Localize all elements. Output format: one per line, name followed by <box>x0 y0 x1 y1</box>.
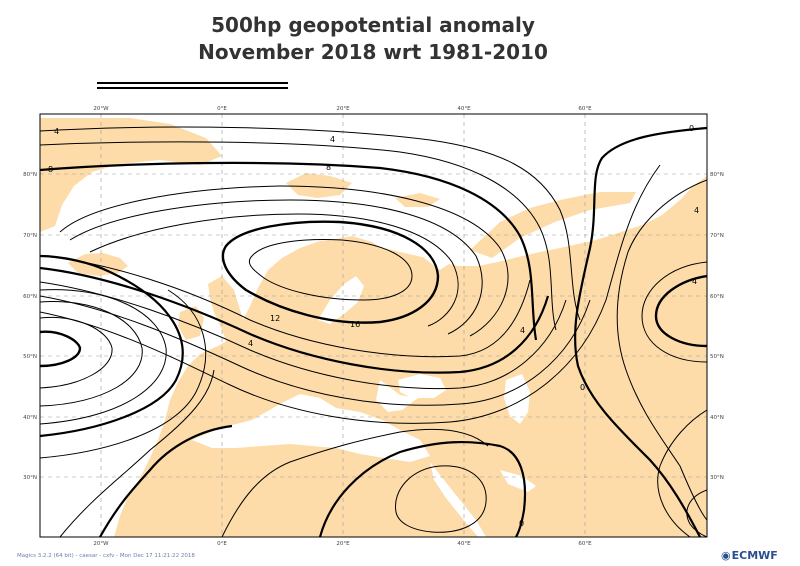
chart-title-line2: November 2018 wrt 1981-2010 <box>198 40 548 64</box>
lon-label: 20°E <box>336 106 350 112</box>
lat-label: 40°N <box>23 415 37 421</box>
contour-label: 4 <box>248 339 253 348</box>
footer-credit: Magics 3.2.2 (64 bit) - caesar - cxfv - … <box>17 553 195 559</box>
lon-labels-top: 20°W 0°E 20°E 40°E 60°E <box>93 106 592 112</box>
contour-line <box>40 316 113 389</box>
contour-line <box>616 179 707 521</box>
contour-label: 4 <box>692 277 697 286</box>
contour-label: 0 <box>689 124 694 133</box>
contour-line <box>686 489 707 537</box>
contour-line <box>641 261 707 363</box>
contour-line <box>59 185 509 337</box>
contour-line <box>40 255 531 358</box>
contour-line <box>89 213 459 327</box>
land-masses <box>40 118 707 537</box>
ecmwf-logo-icon: ◉ <box>721 549 731 562</box>
contour-label: 8 <box>326 163 331 172</box>
contour-line <box>40 289 207 459</box>
lat-label: 80°N <box>710 172 724 178</box>
chart-title-line1: 500hp geopotential anomaly <box>211 13 535 37</box>
lon-label: 20°E <box>336 541 350 547</box>
lat-label: 50°N <box>23 354 37 360</box>
contour-line <box>40 164 661 424</box>
sea-caspian <box>504 374 530 424</box>
land-scandinavia <box>262 236 400 322</box>
sea-baltic <box>318 276 364 324</box>
land-great-britain <box>208 276 250 352</box>
sea-mediterranean <box>192 394 430 462</box>
sea-cutouts <box>192 252 536 537</box>
land-iceland <box>68 253 128 276</box>
contour-line <box>657 409 707 537</box>
lon-label: 40°E <box>457 541 471 547</box>
sea-persian-gulf <box>500 470 536 492</box>
contour-label: 12 <box>270 314 280 323</box>
contour-line <box>40 161 538 341</box>
lat-labels-right: 80°N 70°N 60°N 50°N 40°N 30°N <box>710 172 724 481</box>
lon-label: 0°E <box>217 541 227 547</box>
contour-line <box>69 199 483 335</box>
ecmwf-logo-text: ECMWF <box>731 549 778 562</box>
lon-label: 40°E <box>457 106 471 112</box>
land-svalbard <box>286 173 352 198</box>
contour-label: 4 <box>54 127 59 136</box>
contour-line <box>318 441 526 537</box>
contour-label: 4 <box>694 206 699 215</box>
lat-label: 50°N <box>710 354 724 360</box>
contour-line <box>221 220 440 324</box>
contour-line <box>40 289 167 425</box>
lat-label: 70°N <box>710 233 724 239</box>
lon-label: 20°W <box>93 541 109 547</box>
contour-line <box>40 295 591 406</box>
contour-line <box>654 274 707 348</box>
contour-line <box>573 126 707 537</box>
contour-label: 16 <box>350 320 360 329</box>
lat-labels-left: 80°N 70°N 60°N 50°N 40°N 30°N <box>23 172 37 481</box>
contour-line <box>40 126 581 321</box>
land-franz-josef <box>395 193 440 207</box>
lat-label: 70°N <box>23 233 37 239</box>
contour-line <box>40 281 567 390</box>
ecmwf-logo: ◉ECMWF <box>721 549 778 562</box>
sea-black-sea <box>398 374 446 398</box>
land-ireland <box>178 306 204 340</box>
contour-line <box>221 428 489 537</box>
land-central-asia <box>540 336 707 430</box>
lon-labels-bottom: 20°W 0°E 20°E 40°E 60°E <box>93 541 592 547</box>
sea-red-sea <box>430 462 486 537</box>
contour-line <box>40 330 82 368</box>
lat-label: 30°N <box>23 475 37 481</box>
contour-line <box>59 369 215 537</box>
lat-label: 60°N <box>710 294 724 300</box>
contour-line <box>40 300 143 407</box>
contour-line <box>40 141 557 331</box>
lat-label: 40°N <box>710 415 724 421</box>
contour-line <box>248 239 413 301</box>
lon-label: 20°W <box>93 106 109 112</box>
contour-label: 4 <box>520 326 525 335</box>
contour-labels: 4 4 8 12 16 4 8 4 4 0 0 0 4 <box>48 124 699 528</box>
lon-label: 60°E <box>578 541 592 547</box>
lat-label: 80°N <box>23 172 37 178</box>
lon-label: 0°E <box>217 106 227 112</box>
legend-line-lower <box>97 87 288 89</box>
lat-label: 30°N <box>710 475 724 481</box>
contour-lines <box>40 126 707 537</box>
lon-label: 60°E <box>578 106 592 112</box>
contour-label: 8 <box>48 165 53 174</box>
contour-label: 4 <box>330 135 335 144</box>
legend-line-upper <box>97 82 288 84</box>
contour-label: 0 <box>519 519 524 528</box>
contour-label: 0 <box>580 383 585 392</box>
contour-line <box>99 424 233 537</box>
lat-label: 60°N <box>23 294 37 300</box>
map-frame <box>39 113 708 538</box>
contour-line <box>40 254 184 438</box>
contour-line <box>395 465 487 533</box>
land-greenland <box>40 118 222 232</box>
